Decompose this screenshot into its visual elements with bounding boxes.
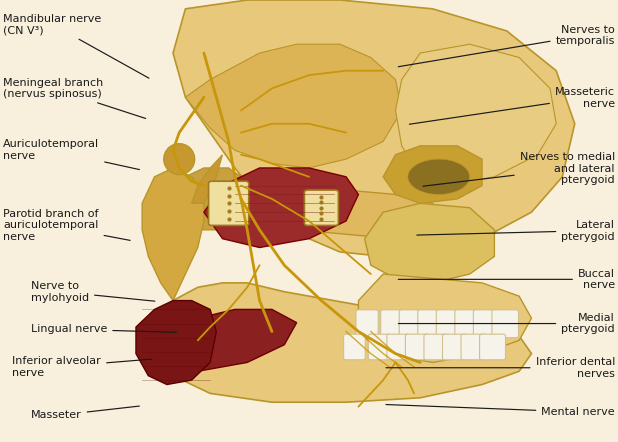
Text: Nerves to medial
and lateral
pterygoid: Nerves to medial and lateral pterygoid — [423, 152, 615, 186]
Text: Lingual nerve: Lingual nerve — [31, 324, 177, 334]
Polygon shape — [383, 146, 482, 203]
Polygon shape — [204, 168, 358, 248]
Polygon shape — [185, 44, 402, 168]
Text: Masseter: Masseter — [31, 406, 140, 420]
Text: Mandibular nerve
(CN V³): Mandibular nerve (CN V³) — [3, 14, 149, 78]
Text: Parotid branch of
auriculotemporal
nerve: Parotid branch of auriculotemporal nerve — [3, 209, 130, 242]
Polygon shape — [136, 301, 216, 385]
Text: Mental nerve: Mental nerve — [386, 404, 615, 417]
Text: Inferior dental
nerves: Inferior dental nerves — [386, 357, 615, 378]
Polygon shape — [167, 168, 260, 230]
Ellipse shape — [408, 159, 470, 194]
FancyBboxPatch shape — [381, 310, 404, 338]
FancyBboxPatch shape — [442, 334, 467, 360]
FancyBboxPatch shape — [461, 334, 486, 360]
FancyBboxPatch shape — [399, 310, 423, 338]
Polygon shape — [154, 283, 531, 402]
FancyBboxPatch shape — [344, 334, 365, 360]
FancyBboxPatch shape — [473, 310, 499, 338]
Polygon shape — [173, 0, 575, 256]
Polygon shape — [396, 44, 556, 186]
FancyBboxPatch shape — [455, 310, 480, 338]
FancyBboxPatch shape — [480, 334, 506, 360]
Text: Inferior alveolar
nerve: Inferior alveolar nerve — [12, 356, 152, 377]
Text: Nerve to
mylohyoid: Nerve to mylohyoid — [31, 281, 155, 302]
Polygon shape — [192, 155, 222, 203]
Polygon shape — [365, 203, 494, 283]
FancyBboxPatch shape — [368, 334, 391, 360]
Text: Nerves to
temporalis: Nerves to temporalis — [398, 25, 615, 67]
Text: Medial
pterygoid: Medial pterygoid — [399, 313, 615, 334]
FancyBboxPatch shape — [405, 334, 429, 360]
FancyBboxPatch shape — [209, 181, 248, 225]
Ellipse shape — [164, 144, 195, 175]
FancyBboxPatch shape — [424, 334, 448, 360]
FancyBboxPatch shape — [387, 334, 410, 360]
FancyBboxPatch shape — [418, 310, 442, 338]
FancyBboxPatch shape — [356, 310, 378, 338]
Polygon shape — [358, 274, 531, 362]
Text: Meningeal branch
(nervus spinosus): Meningeal branch (nervus spinosus) — [3, 78, 146, 118]
Polygon shape — [142, 168, 204, 301]
FancyBboxPatch shape — [492, 310, 519, 338]
Text: Masseteric
nerve: Masseteric nerve — [409, 88, 615, 124]
FancyBboxPatch shape — [305, 190, 339, 225]
Text: Auriculotemporal
nerve: Auriculotemporal nerve — [3, 140, 140, 170]
Polygon shape — [154, 309, 297, 371]
Text: Lateral
pterygoid: Lateral pterygoid — [417, 220, 615, 241]
Text: Buccal
nerve: Buccal nerve — [398, 269, 615, 290]
FancyBboxPatch shape — [436, 310, 461, 338]
Polygon shape — [260, 190, 445, 239]
